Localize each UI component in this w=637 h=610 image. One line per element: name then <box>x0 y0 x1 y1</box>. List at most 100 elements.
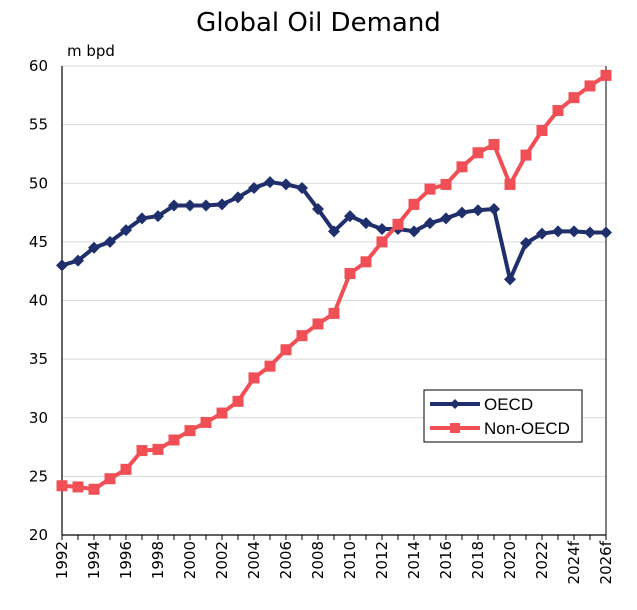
x-tick-label: 1992 <box>53 541 71 579</box>
data-point-oecd <box>488 203 500 216</box>
data-point-oecd <box>184 199 196 212</box>
data-point-oecd <box>504 273 516 286</box>
legend-label-oecd: OECD <box>484 395 533 414</box>
data-point-oecd <box>456 206 468 219</box>
y-tick-label: 35 <box>29 350 48 368</box>
data-point-non-oecd <box>264 360 276 372</box>
data-point-non-oecd <box>504 178 516 190</box>
x-tick-label: 2018 <box>469 541 487 579</box>
data-point-non-oecd <box>520 149 532 161</box>
legend-marker-non-oecd <box>450 423 460 433</box>
data-point-non-oecd <box>472 147 484 159</box>
data-point-oecd <box>72 254 84 267</box>
data-point-oecd <box>328 225 340 238</box>
y-tick-label: 40 <box>29 292 48 310</box>
data-point-non-oecd <box>296 330 308 342</box>
data-point-non-oecd <box>552 105 564 117</box>
x-tick-label: 2002 <box>213 541 231 579</box>
data-point-non-oecd <box>312 318 324 330</box>
y-tick-label: 30 <box>29 409 48 427</box>
data-point-non-oecd <box>184 425 196 437</box>
series-lines <box>56 69 612 495</box>
data-point-oecd <box>440 212 452 225</box>
x-tick-label: 2004 <box>245 541 263 579</box>
y-tick-label: 25 <box>29 467 48 485</box>
data-point-non-oecd <box>392 218 404 230</box>
data-point-non-oecd <box>104 473 116 485</box>
data-point-oecd <box>472 204 484 217</box>
data-point-oecd <box>312 203 324 216</box>
data-point-oecd <box>536 227 548 240</box>
chart-title: Global Oil Demand <box>196 8 441 38</box>
x-tick-label: 2026f <box>597 540 615 584</box>
x-tick-label: 2024f <box>565 540 583 584</box>
gridlines <box>62 65 606 536</box>
data-point-oecd <box>232 191 244 204</box>
y-tick-label: 60 <box>29 57 48 75</box>
legend-label-non-oecd: Non-OECD <box>484 419 570 438</box>
x-tick-label: 1998 <box>149 541 167 579</box>
x-tick-label: 2010 <box>341 541 359 579</box>
x-tick-label: 2000 <box>181 541 199 579</box>
x-tick-label: 2020 <box>501 541 519 579</box>
data-point-non-oecd <box>120 463 132 475</box>
data-point-oecd <box>216 198 228 211</box>
x-tick-label: 2016 <box>437 541 455 579</box>
data-point-non-oecd <box>216 407 228 419</box>
data-point-non-oecd <box>376 236 388 248</box>
data-point-oecd <box>88 241 100 254</box>
data-point-oecd <box>424 217 436 230</box>
y-tick-label: 50 <box>29 174 48 192</box>
data-point-non-oecd <box>344 268 356 280</box>
data-point-non-oecd <box>360 256 372 268</box>
data-point-non-oecd <box>536 124 548 136</box>
data-point-oecd <box>552 225 564 238</box>
data-point-oecd <box>200 199 212 212</box>
data-point-non-oecd <box>456 161 468 173</box>
data-point-oecd <box>376 222 388 235</box>
data-point-oecd <box>152 210 164 223</box>
data-point-non-oecd <box>424 183 436 195</box>
y-tick-label: 55 <box>29 116 48 134</box>
x-tick-label: 2014 <box>405 541 423 579</box>
x-tick-label: 1996 <box>117 541 135 579</box>
x-tick-labels: 1992 1994 1996 1998 2000 2002 2004 2006 2008 2010… <box>53 540 615 584</box>
data-point-oecd <box>120 224 132 237</box>
data-point-non-oecd <box>136 445 148 457</box>
data-point-oecd <box>168 199 180 212</box>
x-tick-label: 1994 <box>85 541 103 579</box>
data-point-non-oecd <box>88 483 100 495</box>
data-point-non-oecd <box>168 434 180 446</box>
y-tick-labels: 20 25 30 35 40 45 50 55 60 <box>29 57 48 544</box>
data-point-non-oecd <box>72 481 84 493</box>
legend-box <box>423 389 583 443</box>
x-tick-label: 2012 <box>373 541 391 579</box>
data-point-non-oecd <box>200 416 212 428</box>
data-point-non-oecd <box>248 372 260 384</box>
data-point-non-oecd <box>232 395 244 407</box>
data-point-non-oecd <box>280 344 292 356</box>
data-point-oecd <box>344 210 356 223</box>
data-point-oecd <box>136 212 148 225</box>
data-point-oecd <box>408 225 420 238</box>
data-point-non-oecd <box>152 443 164 455</box>
data-point-non-oecd <box>584 80 596 92</box>
x-tick-label: 2008 <box>309 541 327 579</box>
data-point-non-oecd <box>56 480 68 492</box>
data-point-non-oecd <box>328 307 340 319</box>
data-point-oecd <box>296 181 308 194</box>
data-point-oecd <box>264 176 276 189</box>
data-point-non-oecd <box>440 178 452 190</box>
data-point-oecd <box>584 226 596 239</box>
data-point-non-oecd <box>568 92 580 104</box>
data-point-oecd <box>360 217 372 230</box>
data-point-non-oecd <box>488 139 500 151</box>
data-point-non-oecd <box>408 198 420 210</box>
x-tick-label: 2006 <box>277 541 295 579</box>
axes <box>61 66 607 540</box>
data-point-non-oecd <box>600 69 612 81</box>
y-tick-label: 45 <box>29 233 48 251</box>
data-point-oecd <box>520 237 532 250</box>
data-point-oecd <box>56 259 68 272</box>
